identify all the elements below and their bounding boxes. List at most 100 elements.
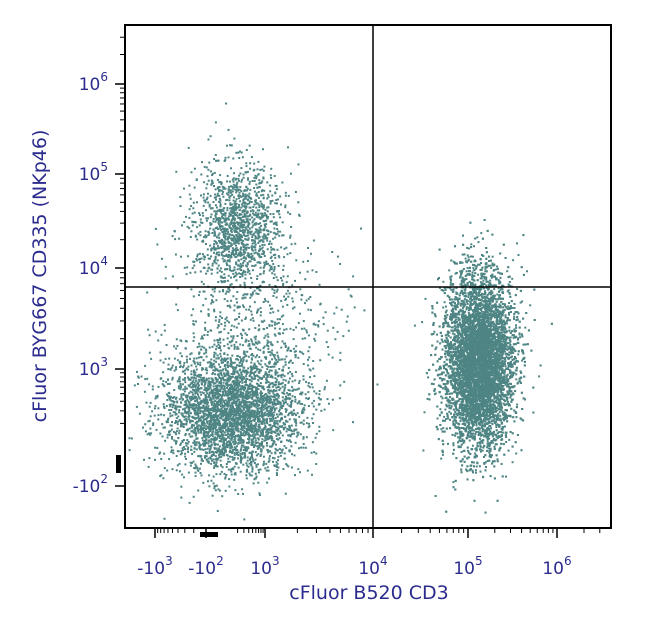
event-dot	[214, 489, 217, 492]
event-dot	[278, 389, 281, 392]
event-dot	[211, 422, 214, 425]
event-dot	[272, 398, 275, 401]
event-dot	[311, 441, 314, 444]
event-dot	[302, 443, 305, 445]
event-dot	[259, 200, 262, 203]
event-dot	[245, 171, 248, 174]
event-dot	[229, 384, 232, 387]
event-dot	[206, 183, 209, 186]
event-dot	[272, 353, 274, 356]
event-dot	[205, 272, 208, 275]
event-dot	[317, 320, 320, 323]
event-dot	[218, 385, 221, 388]
event-dot	[237, 423, 240, 426]
event-dot	[221, 215, 224, 218]
event-dot	[263, 393, 266, 396]
event-dot	[228, 413, 231, 416]
event-dot	[224, 489, 227, 492]
event-dot	[173, 369, 176, 372]
event-dot	[267, 389, 270, 392]
event-dot	[258, 216, 261, 219]
event-dot	[205, 372, 208, 375]
event-dot	[269, 190, 272, 193]
event-dot	[240, 180, 243, 183]
event-dot	[280, 413, 283, 416]
event-dot	[225, 465, 228, 468]
event-dot	[267, 193, 270, 196]
event-dot	[184, 433, 187, 435]
event-dot	[199, 376, 202, 379]
event-dot	[162, 477, 165, 480]
event-dot	[214, 458, 217, 461]
event-dot	[243, 233, 246, 236]
event-dot	[225, 422, 228, 425]
event-dot	[189, 461, 192, 464]
event-dot	[275, 386, 278, 389]
event-dot	[205, 455, 208, 458]
event-dot	[205, 435, 208, 438]
event-dot	[254, 199, 257, 202]
event-dot	[262, 272, 265, 275]
event-dot	[194, 430, 197, 433]
event-dot	[180, 393, 183, 396]
event-dot	[272, 263, 275, 265]
event-dot	[213, 196, 216, 199]
event-dot	[269, 369, 272, 372]
event-dot	[236, 449, 239, 452]
event-dot	[185, 418, 188, 420]
event-dot	[208, 380, 210, 383]
event-dot	[199, 361, 202, 364]
event-dot	[204, 387, 207, 390]
event-dot	[242, 202, 245, 205]
event-dot	[237, 177, 240, 180]
event-dot	[236, 399, 239, 401]
event-dot	[271, 358, 274, 361]
event-dot	[233, 408, 236, 411]
event-dot	[239, 233, 242, 236]
event-dot	[240, 385, 243, 388]
event-dot	[238, 381, 241, 383]
event-dot	[239, 414, 242, 417]
event-dot	[261, 392, 264, 395]
event-dot	[198, 224, 201, 227]
event-dot	[219, 473, 222, 476]
event-dot	[216, 386, 218, 389]
event-dot	[214, 352, 217, 355]
event-dot	[202, 404, 205, 407]
event-dot	[253, 394, 256, 397]
event-dot	[253, 162, 256, 165]
event-dot	[165, 421, 168, 424]
event-dot	[212, 458, 215, 461]
event-dot	[209, 413, 212, 416]
event-dot	[240, 246, 243, 249]
event-dot	[225, 228, 228, 231]
event-dot	[278, 368, 281, 370]
event-dot	[228, 260, 231, 263]
event-dot	[210, 420, 213, 423]
event-dot	[209, 207, 212, 210]
event-dot	[269, 351, 272, 354]
event-dot	[179, 352, 182, 355]
event-dot	[289, 429, 292, 432]
event-dot	[288, 425, 291, 428]
event-dot	[239, 449, 242, 452]
event-dot	[176, 421, 179, 424]
event-dot	[311, 402, 314, 405]
event-dot	[291, 413, 294, 416]
event-dot	[291, 375, 294, 378]
event-dot	[269, 376, 272, 378]
event-dot	[287, 146, 289, 149]
event-dot	[226, 144, 228, 147]
event-dot	[237, 434, 240, 436]
event-dot	[275, 188, 278, 191]
event-dot	[224, 413, 227, 416]
event-dot	[228, 420, 231, 423]
event-dot	[244, 433, 247, 436]
event-dot	[193, 374, 196, 377]
event-dot	[204, 431, 207, 434]
event-dot	[215, 484, 218, 487]
event-dot	[217, 370, 220, 373]
event-dot	[218, 382, 221, 385]
event-dot	[247, 432, 250, 435]
event-dot	[214, 406, 217, 409]
